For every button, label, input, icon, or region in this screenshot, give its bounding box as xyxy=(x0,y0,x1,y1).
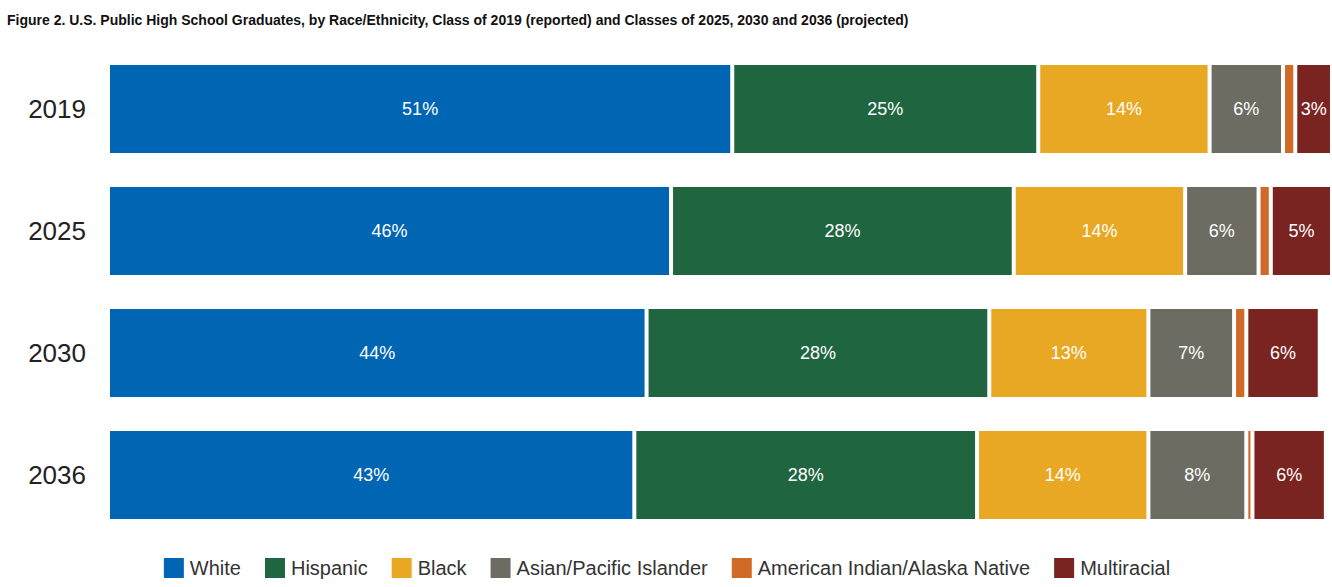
svg-text:Hispanic: Hispanic xyxy=(291,557,368,579)
svg-text:13%: 13% xyxy=(1051,343,1087,363)
svg-text:American Indian/Alaska Native: American Indian/Alaska Native xyxy=(758,557,1030,579)
svg-text:6%: 6% xyxy=(1270,343,1296,363)
svg-text:5%: 5% xyxy=(1288,221,1314,241)
svg-text:51%: 51% xyxy=(402,99,438,119)
svg-text:White: White xyxy=(190,557,241,579)
svg-text:Multiracial: Multiracial xyxy=(1080,557,1170,579)
svg-text:2019: 2019 xyxy=(28,94,86,124)
svg-text:Asian/Pacific Islander: Asian/Pacific Islander xyxy=(517,557,709,579)
svg-text:28%: 28% xyxy=(800,343,836,363)
svg-text:7%: 7% xyxy=(1178,343,1204,363)
svg-text:28%: 28% xyxy=(788,465,824,485)
svg-text:6%: 6% xyxy=(1276,465,1302,485)
svg-text:44%: 44% xyxy=(359,343,395,363)
svg-text:8%: 8% xyxy=(1184,465,1210,485)
svg-text:2025: 2025 xyxy=(28,216,86,246)
svg-text:28%: 28% xyxy=(824,221,860,241)
svg-text:Figure 2. U.S. Public High Sch: Figure 2. U.S. Public High School Gradua… xyxy=(7,12,908,28)
svg-text:46%: 46% xyxy=(372,221,408,241)
svg-text:14%: 14% xyxy=(1106,99,1142,119)
svg-text:2036: 2036 xyxy=(28,460,86,490)
svg-text:14%: 14% xyxy=(1081,221,1117,241)
svg-text:25%: 25% xyxy=(867,99,903,119)
svg-text:Black: Black xyxy=(418,557,468,579)
svg-text:2030: 2030 xyxy=(28,338,86,368)
svg-text:6%: 6% xyxy=(1209,221,1235,241)
svg-text:6%: 6% xyxy=(1233,99,1259,119)
svg-text:43%: 43% xyxy=(353,465,389,485)
svg-text:14%: 14% xyxy=(1045,465,1081,485)
svg-text:3%: 3% xyxy=(1301,99,1327,119)
